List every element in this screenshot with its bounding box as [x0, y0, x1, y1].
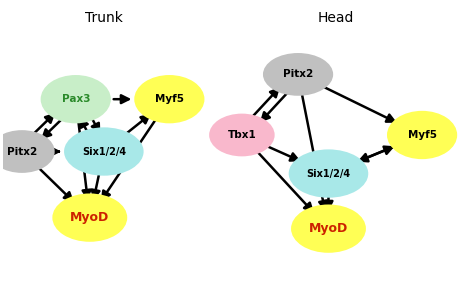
Text: Pitx2: Pitx2	[283, 69, 313, 80]
Ellipse shape	[52, 193, 127, 242]
Text: Pax3: Pax3	[62, 94, 90, 104]
Text: Myf5: Myf5	[155, 94, 184, 104]
Text: MyoD: MyoD	[70, 211, 109, 224]
Ellipse shape	[387, 111, 457, 159]
Text: Trunk: Trunk	[85, 11, 123, 25]
Text: Pitx2: Pitx2	[7, 146, 37, 157]
Ellipse shape	[209, 114, 274, 156]
Text: MyoD: MyoD	[309, 222, 348, 235]
Ellipse shape	[134, 75, 204, 123]
Text: Six1/2/4: Six1/2/4	[82, 146, 126, 157]
Ellipse shape	[0, 130, 55, 173]
Text: Myf5: Myf5	[408, 130, 437, 140]
Text: Six1/2/4: Six1/2/4	[306, 169, 351, 178]
Ellipse shape	[263, 53, 333, 96]
Ellipse shape	[41, 75, 111, 123]
Text: Tbx1: Tbx1	[228, 130, 256, 140]
Ellipse shape	[64, 127, 144, 176]
Ellipse shape	[291, 205, 366, 253]
Ellipse shape	[289, 149, 368, 198]
Text: Head: Head	[317, 11, 354, 25]
